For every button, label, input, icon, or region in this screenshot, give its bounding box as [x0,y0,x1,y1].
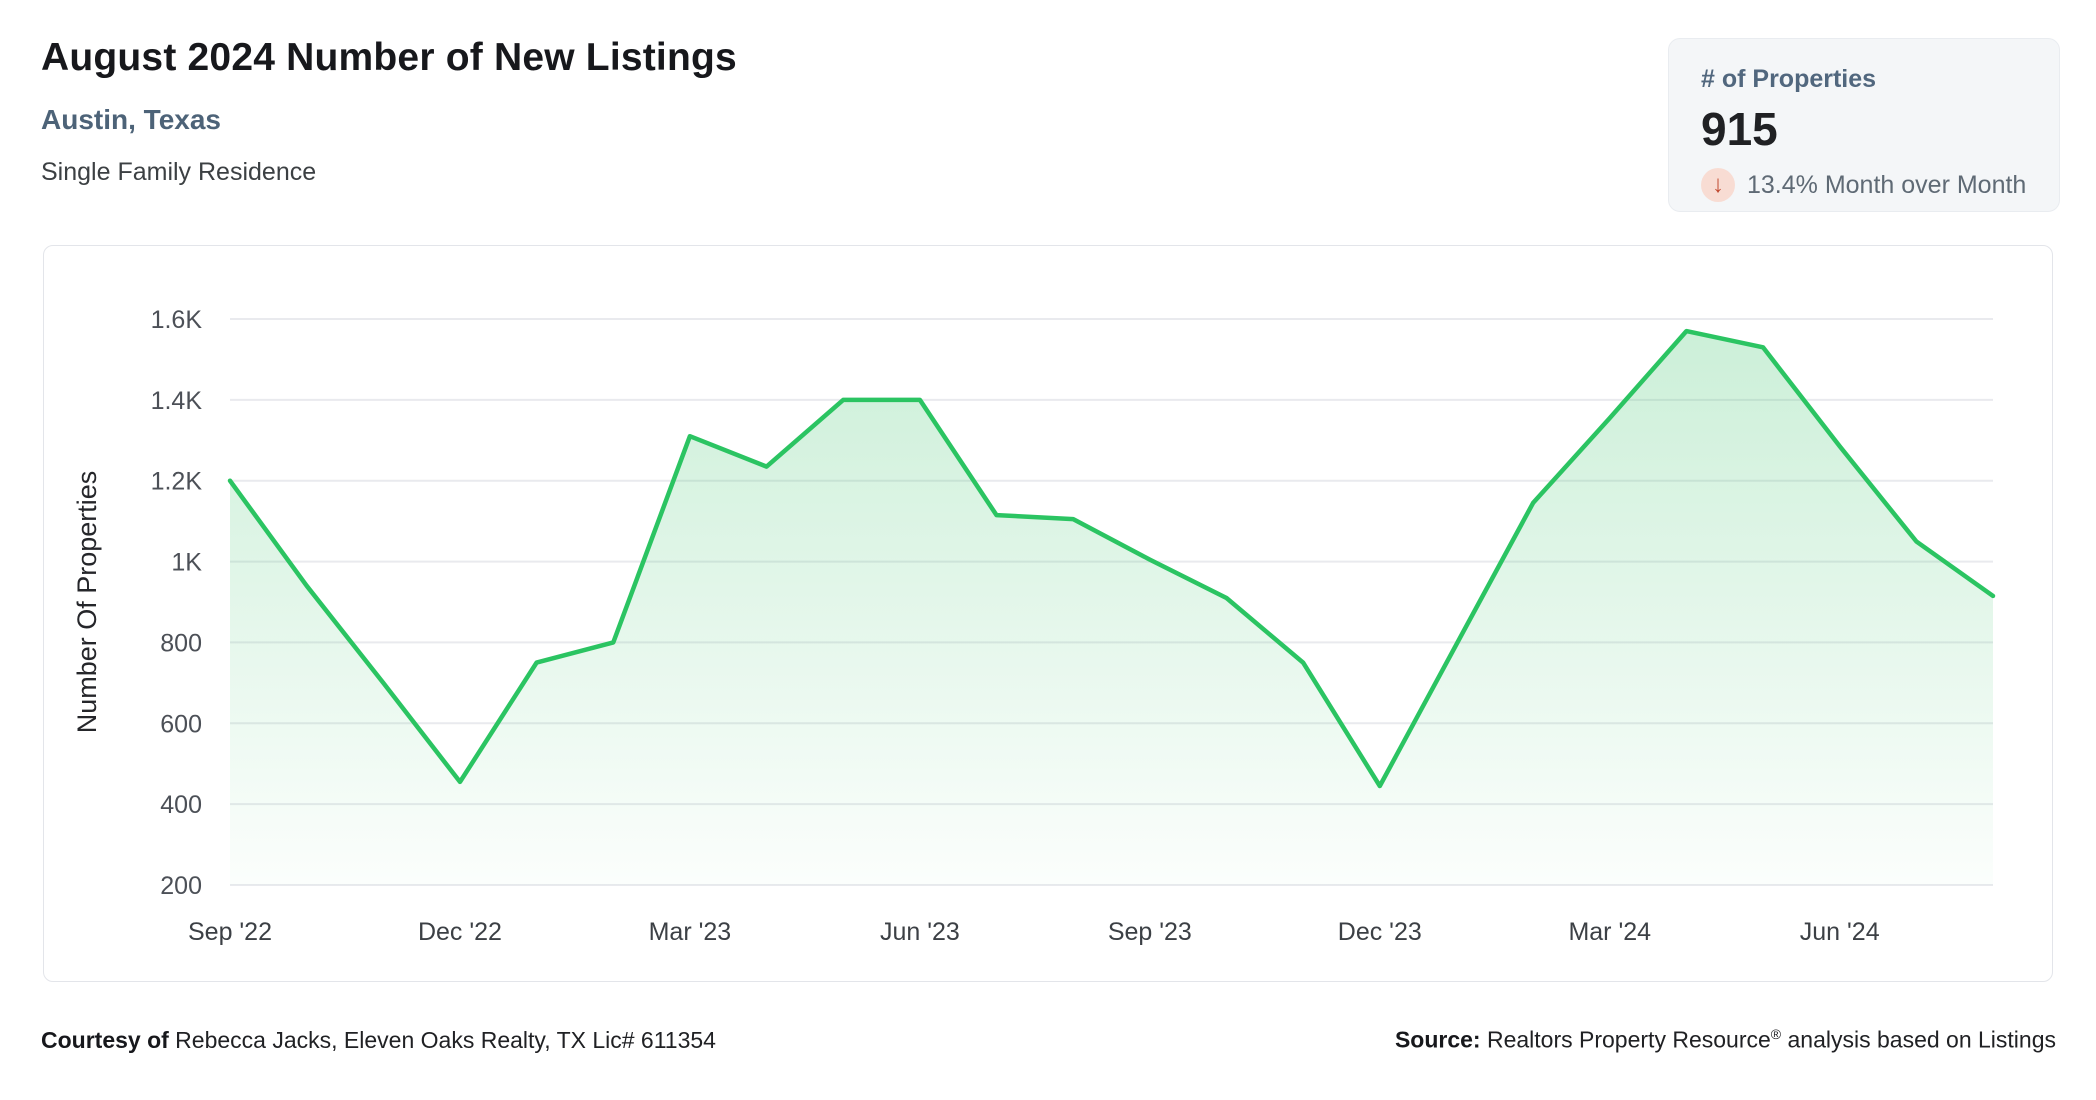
area-fill [230,331,1993,886]
source-label: Source: [1394,1026,1481,1053]
registered-mark: ® [1770,1026,1782,1042]
stat-change-row: ↓ 13.4% Month over Month [1701,168,2027,202]
y-tick-label: 200 [160,872,202,900]
arrow-down-icon: ↓ [1701,168,1735,202]
new-listings-area-chart: 1.6K 1.4K 1.2K 1K 800 600 400 200 Sep '22 Dec '22… [72,306,1996,946]
x-tick-label: Dec '23 [1338,918,1422,946]
y-axis-title: Number Of Properties [72,471,102,734]
y-tick-label: 1.4K [151,387,203,415]
source-text: Source: Realtors Property Resource® anal… [1394,1026,2056,1053]
y-tick-label: 600 [160,710,202,738]
stat-change-text: 13.4% Month over Month [1747,170,2027,199]
y-tick-label: 1.2K [151,468,203,496]
y-tick-label: 400 [160,791,202,819]
properties-stat-card: # of Properties 915 ↓ 13.4% Month over M… [1668,38,2060,212]
x-tick-label: Mar '24 [1568,918,1651,946]
footer: Courtesy of Rebecca Jacks, Eleven Oaks R… [41,1026,2056,1054]
stat-label: # of Properties [1701,65,1877,93]
property-type-label: Single Family Residence [41,158,317,186]
x-tick-label: Mar '23 [649,918,732,946]
x-tick-label: Sep '22 [188,918,272,946]
courtesy-text: Courtesy of Rebecca Jacks, Eleven Oaks R… [41,1026,716,1053]
x-tick-label: Dec '22 [418,918,502,946]
page-location: Austin, Texas [41,104,221,135]
courtesy-label: Courtesy of [41,1026,169,1053]
page-title: August 2024 Number of New Listings [41,36,737,79]
x-tick-label: Jun '24 [1800,918,1880,946]
series-line [227,328,1996,789]
stat-value: 915 [1701,103,1778,155]
chart-card: 1.6K 1.4K 1.2K 1K 800 600 400 200 Sep '22 Dec '22… [43,245,2053,982]
x-tick-label: Jun '23 [880,918,960,946]
y-tick-label: 800 [160,629,202,657]
x-tick-label: Sep '23 [1108,918,1192,946]
y-tick-label: 1K [171,549,202,577]
report-header: August 2024 Number of New Listings Austi… [41,36,737,187]
y-tick-label: 1.6K [151,306,203,334]
